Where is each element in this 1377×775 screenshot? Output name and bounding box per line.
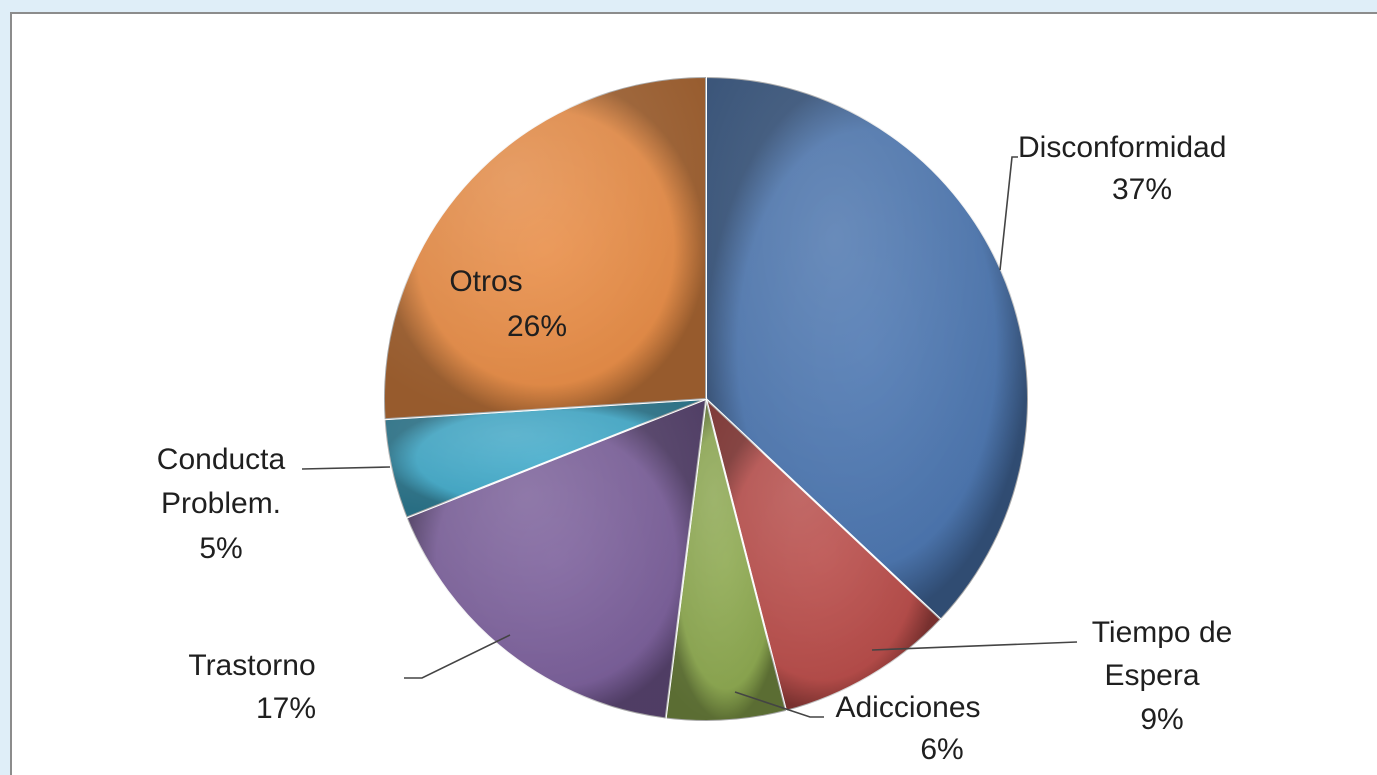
pie-slice-highlight — [706, 77, 1029, 620]
slice-category-label: Otros — [449, 265, 522, 298]
slice-value-label: 37% — [1112, 173, 1172, 206]
slice-category-label: Adicciones — [835, 691, 980, 724]
pie-slice-highlight — [384, 77, 706, 420]
pie-chart: Disconformidad 37% Tiempo de Espera 9% Adicci… — [157, 75, 1233, 766]
slice-category-label: Trastorno — [188, 649, 315, 682]
leader-line — [404, 634, 511, 679]
pie-slice-highlight — [384, 399, 706, 518]
chart-frame: Disconformidad 37% Tiempo de Espera 9% Adicci… — [10, 12, 1377, 775]
slice-category-label: Tiempo de — [1092, 616, 1233, 649]
pie-slice-highlight — [706, 399, 941, 711]
pie-slice-highlight — [406, 399, 706, 719]
slice-category-label: Problem. — [161, 487, 281, 520]
leader-line — [871, 641, 1078, 651]
slice-category-label: Disconformidad — [1018, 131, 1226, 164]
slice-value-label: 26% — [507, 310, 567, 343]
pie-slice-highlight — [665, 399, 787, 722]
leader-line — [734, 691, 824, 718]
slice-value-label: 5% — [199, 532, 242, 565]
leader-line — [999, 156, 1018, 271]
leader-line — [301, 466, 391, 470]
slice-value-label: 9% — [1140, 703, 1183, 736]
slice-value-label: 17% — [256, 692, 316, 725]
slice-category-label: Espera — [1104, 659, 1199, 692]
slice-category-label: Conducta — [157, 443, 286, 476]
slice-value-label: 6% — [920, 733, 963, 766]
